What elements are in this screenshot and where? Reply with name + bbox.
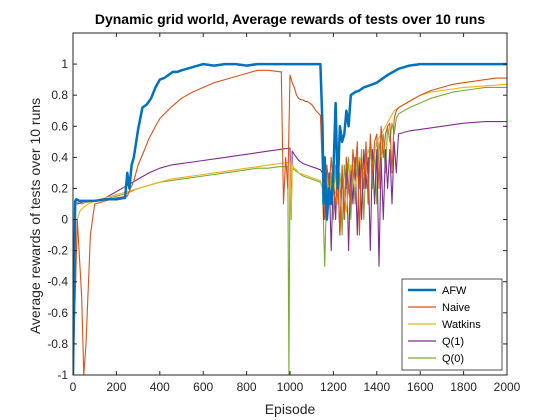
legend: AFW Naive Watkins Q(1) Q(0) [401, 278, 503, 371]
legend-label: Q(0) [442, 353, 464, 365]
y-tick-label: 0.4 [51, 150, 68, 164]
legend-label: Naive [442, 302, 470, 314]
legend-label: AFW [442, 285, 467, 297]
x-tick-label: 200 [106, 380, 126, 394]
chart-title: Dynamic grid world, Average rewards of t… [95, 11, 486, 27]
y-tick-label: -1 [57, 368, 68, 382]
y-tick-label: 0.6 [51, 119, 68, 133]
x-axis: 0 200 400 600 800 1000 1200 1400 1600 1800 2000 [70, 33, 521, 394]
y-axis-label: Average rewards of tests over 10 runs [27, 98, 43, 334]
x-tick-label: 0 [70, 380, 77, 394]
y-tick-label: -0.8 [47, 337, 68, 351]
x-tick-label: 1600 [407, 380, 434, 394]
y-tick-label: 0.2 [51, 181, 68, 195]
x-tick-label: 2000 [494, 380, 521, 394]
y-tick-label: 0.8 [51, 88, 68, 102]
y-tick-label: -0.4 [47, 275, 68, 289]
y-tick-label: -0.6 [47, 306, 68, 320]
series-line-q-0 [73, 86, 507, 375]
series-line-watkins [73, 83, 507, 375]
y-tick-label: 0 [61, 213, 68, 227]
x-tick-label: 400 [150, 380, 170, 394]
series-line-naive [73, 69, 507, 375]
y-tick-label: -0.2 [47, 244, 68, 258]
x-tick-label: 1800 [450, 380, 477, 394]
x-tick-label: 1000 [277, 380, 304, 394]
y-tick-label: 1 [61, 57, 68, 71]
x-tick-label: 1200 [320, 380, 347, 394]
legend-label: Watkins [442, 319, 481, 331]
x-tick-label: 600 [193, 380, 213, 394]
y-axis: -1 -0.8 -0.6 -0.4 -0.2 0 0.2 0.4 0.6 0.8 1 [47, 57, 507, 382]
x-axis-label: Episode [265, 401, 316, 417]
legend-label: Q(1) [442, 336, 464, 348]
x-tick-label: 1400 [363, 380, 390, 394]
x-tick-label: 800 [237, 380, 257, 394]
series-line-q-1 [73, 121, 507, 375]
series-layer [73, 62, 507, 375]
series-line-afw [73, 62, 507, 375]
